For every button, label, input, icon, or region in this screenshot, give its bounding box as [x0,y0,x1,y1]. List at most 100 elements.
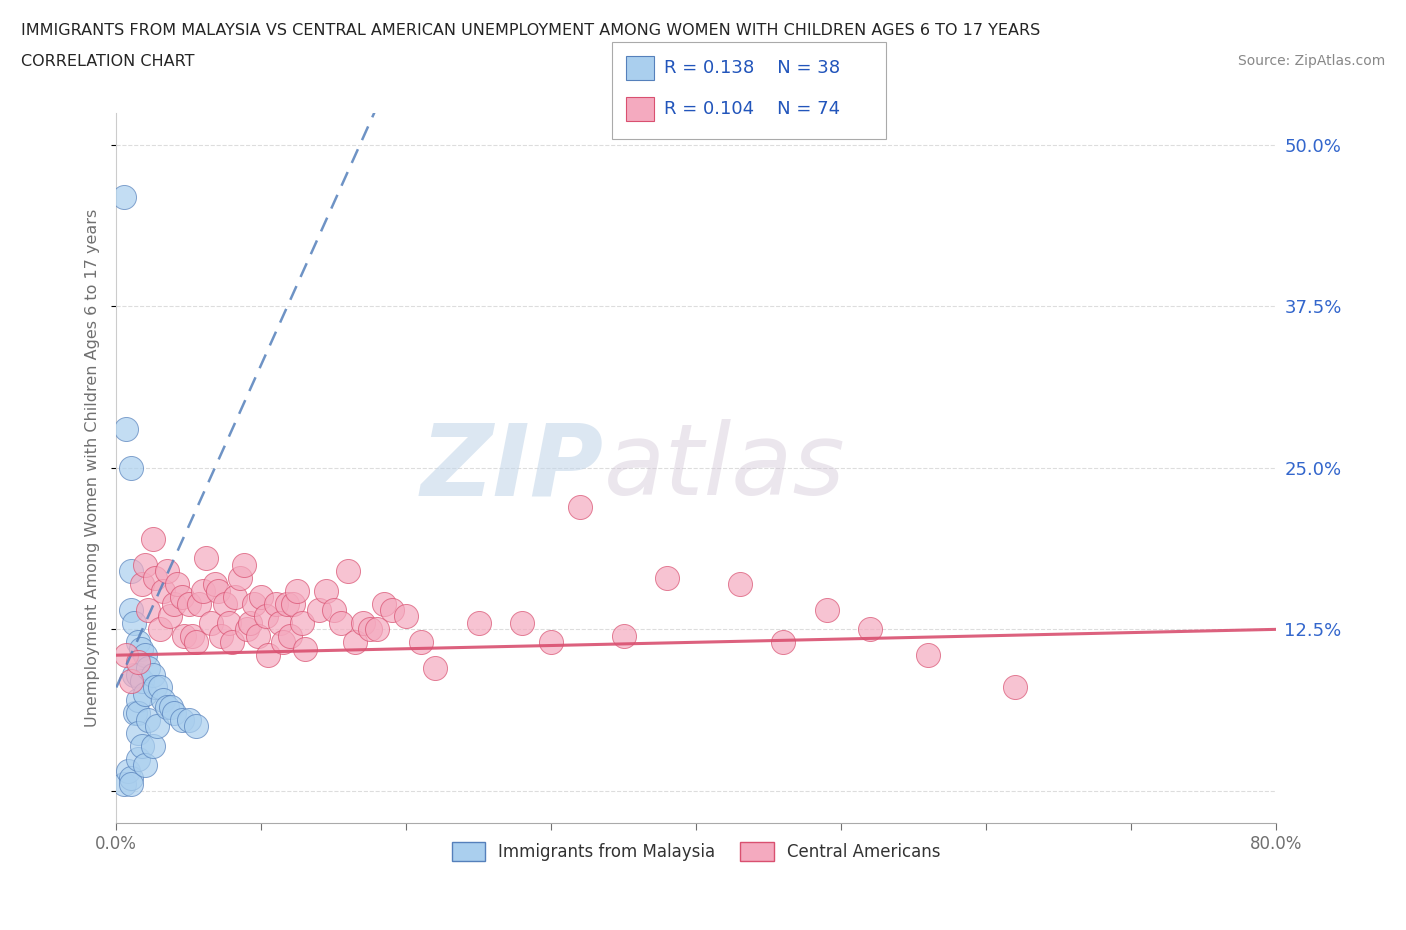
Point [127,706,149,721]
Point [180,629,202,644]
Point [728,577,751,591]
Point [271,635,294,650]
Point [134,758,156,773]
Point [254,609,277,624]
Text: IMMIGRANTS FROM MALAYSIA VS CENTRAL AMERICAN UNEMPLOYMENT AMONG WOMEN WITH CHILD: IMMIGRANTS FROM MALAYSIA VS CENTRAL AMER… [21,23,1040,38]
Point [467,616,489,631]
Point [136,712,159,727]
Point [122,616,145,631]
Y-axis label: Unemployment Among Women with Children Ages 6 to 17 years: Unemployment Among Women with Children A… [86,208,100,727]
Point [115,648,138,663]
Point [569,499,592,514]
Point [613,629,636,644]
Point [156,699,179,714]
Point [159,609,181,624]
Point [221,635,243,650]
Point [184,635,207,650]
Point [510,616,533,631]
Point [146,719,169,734]
Point [177,712,200,727]
Point [136,660,159,675]
Point [276,596,298,611]
Point [141,667,163,682]
Point [243,596,266,611]
Point [131,738,153,753]
Point [195,551,218,565]
Point [184,719,207,734]
Point [131,577,153,591]
Point [247,629,270,644]
Point [173,629,195,644]
Point [395,609,418,624]
Point [291,616,314,631]
Point [278,629,301,644]
Point [366,622,388,637]
Point [127,635,149,650]
Point [250,590,273,604]
Point [112,777,135,791]
Point [115,421,138,436]
Point [136,603,159,618]
Point [264,596,287,611]
Point [127,654,149,669]
Point [322,603,344,618]
Point [152,583,174,598]
Point [134,686,156,701]
Point [917,648,939,663]
Point [166,577,188,591]
Point [281,596,304,611]
Point [163,706,186,721]
Point [145,570,167,585]
Point [170,712,193,727]
Point [149,622,172,637]
Text: CORRELATION CHART: CORRELATION CHART [21,54,194,69]
Point [337,564,360,578]
Point [373,596,395,611]
Point [228,570,250,585]
Text: R = 0.138    N = 38: R = 0.138 N = 38 [664,59,839,77]
Point [177,596,200,611]
Point [134,557,156,572]
Text: atlas: atlas [603,419,845,516]
Point [239,616,262,631]
Point [287,583,309,598]
Point [160,699,183,714]
Text: ZIP: ZIP [420,419,603,516]
Point [204,577,226,591]
Point [120,460,142,475]
Point [214,596,236,611]
Point [269,616,291,631]
Point [1004,680,1026,695]
Point [381,603,404,618]
Point [859,622,882,637]
Point [187,596,209,611]
Point [124,706,146,721]
Point [209,629,232,644]
Point [134,648,156,663]
Text: R = 0.104    N = 74: R = 0.104 N = 74 [664,100,839,118]
Point [200,616,222,631]
Point [120,673,142,688]
Point [129,642,152,657]
Point [145,680,167,695]
Point [120,770,142,785]
Point [152,693,174,708]
Point [127,751,149,766]
Point [308,603,330,618]
Point [218,616,240,631]
Point [232,557,254,572]
Point [257,648,280,663]
Point [127,667,149,682]
Point [131,673,153,688]
Point [815,603,838,618]
Point [170,590,193,604]
Point [127,693,149,708]
Point [120,777,142,791]
Point [163,596,186,611]
Point [344,635,367,650]
Point [141,738,163,753]
Point [141,532,163,547]
Point [235,622,257,637]
Point [657,570,679,585]
Legend: Immigrants from Malaysia, Central Americans: Immigrants from Malaysia, Central Americ… [446,835,948,868]
